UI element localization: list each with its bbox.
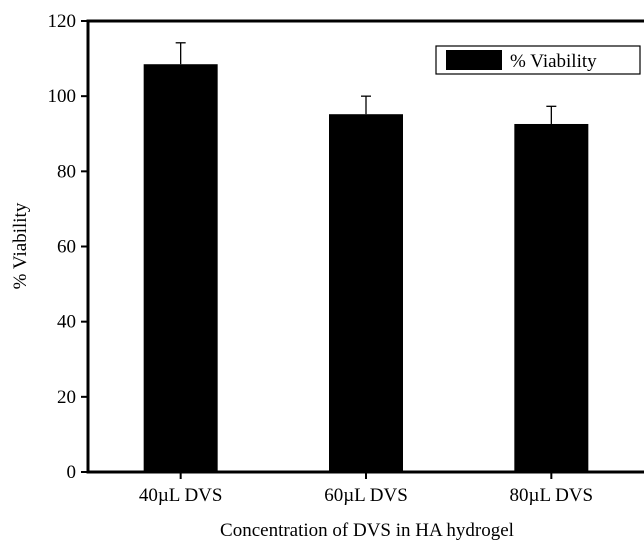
- legend-label: % Viability: [510, 51, 597, 72]
- y-tick-label-4: 60: [57, 237, 76, 258]
- y-axis-title: % Viability: [10, 202, 31, 289]
- y-tick-label-7: 120: [48, 11, 77, 32]
- y-tick-label-6: 100: [48, 86, 77, 107]
- y-tick-label-2: 20: [57, 387, 76, 408]
- legend-swatch: [446, 50, 502, 70]
- y-tick-label-1: 0: [67, 462, 77, 483]
- x-tick-label-2: 60µL DVS: [324, 485, 408, 506]
- x-axis-title: Concentration of DVS in HA hydrogel: [220, 520, 514, 541]
- legend: % Viability: [435, 45, 641, 75]
- x-tick-label-3: 80µL DVS: [510, 485, 594, 506]
- bar-3: [514, 123, 589, 472]
- y-tick-label-5: 80: [57, 161, 76, 182]
- plot-area: [143, 42, 589, 473]
- axes: 40µL DVS 60µL DVS 80µL DVS 0 20 40 60 80 100 120: [48, 11, 644, 506]
- bar-2: [329, 114, 403, 472]
- y-tick-label-3: 40: [57, 312, 76, 333]
- x-tick-label-1: 40µL DVS: [139, 485, 223, 506]
- bar-1: [143, 64, 218, 473]
